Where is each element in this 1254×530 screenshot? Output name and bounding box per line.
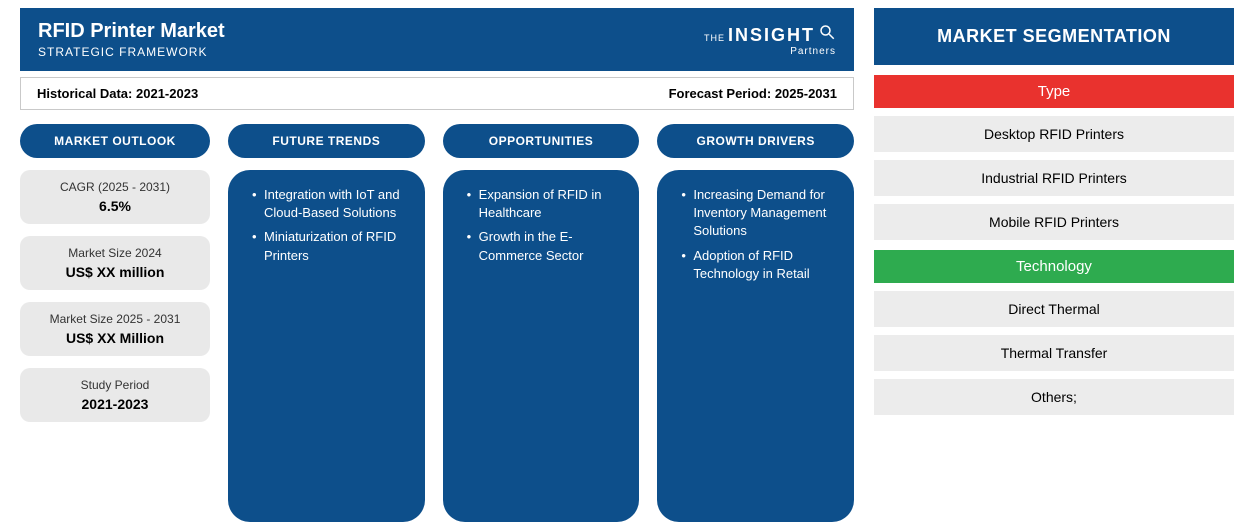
stat-value: US$ XX million bbox=[26, 264, 204, 280]
growth-drivers-heading: GROWTH DRIVERS bbox=[657, 124, 854, 158]
header-text: RFID Printer Market STRATEGIC FRAMEWORK bbox=[38, 20, 225, 59]
opportunities-card: Expansion of RFID in Healthcare Growth i… bbox=[443, 170, 640, 522]
page-title: RFID Printer Market bbox=[38, 20, 225, 43]
future-trends-column: FUTURE TRENDS Integration with IoT and C… bbox=[228, 124, 425, 522]
list-item: Integration with IoT and Cloud-Based Sol… bbox=[252, 186, 405, 222]
opportunities-heading: OPPORTUNITIES bbox=[443, 124, 640, 158]
segmentation-heading: MARKET SEGMENTATION bbox=[874, 8, 1234, 65]
growth-drivers-column: GROWTH DRIVERS Increasing Demand for Inv… bbox=[657, 124, 854, 522]
segmentation-item: Direct Thermal bbox=[874, 291, 1234, 327]
stat-value: 6.5% bbox=[26, 198, 204, 214]
stat-label: Market Size 2024 bbox=[26, 246, 204, 260]
stat-value: US$ XX Million bbox=[26, 330, 204, 346]
stat-label: CAGR (2025 - 2031) bbox=[26, 180, 204, 194]
forecast-value: 2025-2031 bbox=[775, 86, 837, 101]
logo-the: THE bbox=[704, 33, 725, 43]
stat-label: Market Size 2025 - 2031 bbox=[26, 312, 204, 326]
stat-box: CAGR (2025 - 2031) 6.5% bbox=[20, 170, 210, 224]
brand-logo: THE INSIGHT Partners bbox=[704, 23, 836, 57]
logo-partners: Partners bbox=[704, 46, 836, 57]
list-item: Adoption of RFID Technology in Retail bbox=[681, 247, 834, 283]
segmentation-item: Desktop RFID Printers bbox=[874, 116, 1234, 152]
stat-box: Market Size 2025 - 2031 US$ XX Million bbox=[20, 302, 210, 356]
segmentation-item: Thermal Transfer bbox=[874, 335, 1234, 371]
future-trends-heading: FUTURE TRENDS bbox=[228, 124, 425, 158]
list-item: Growth in the E-Commerce Sector bbox=[467, 228, 620, 264]
historical-period: Historical Data: 2021-2023 bbox=[37, 86, 198, 101]
segmentation-panel: MARKET SEGMENTATION Type Desktop RFID Pr… bbox=[874, 8, 1234, 522]
growth-drivers-card: Increasing Demand for Inventory Manageme… bbox=[657, 170, 854, 522]
stat-label: Study Period bbox=[26, 378, 204, 392]
forecast-period: Forecast Period: 2025-2031 bbox=[669, 86, 837, 101]
stat-box: Study Period 2021-2023 bbox=[20, 368, 210, 422]
segmentation-category-technology: Technology bbox=[874, 250, 1234, 283]
segmentation-category-type: Type bbox=[874, 75, 1234, 108]
stat-value: 2021-2023 bbox=[26, 396, 204, 412]
cards-row: MARKET OUTLOOK CAGR (2025 - 2031) 6.5% M… bbox=[20, 124, 854, 522]
stat-box: Market Size 2024 US$ XX million bbox=[20, 236, 210, 290]
market-outlook-heading: MARKET OUTLOOK bbox=[20, 124, 210, 158]
list-item: Expansion of RFID in Healthcare bbox=[467, 186, 620, 222]
forecast-label: Forecast Period: bbox=[669, 86, 772, 101]
period-bar: Historical Data: 2021-2023 Forecast Peri… bbox=[20, 77, 854, 110]
logo-insight: INSIGHT bbox=[728, 25, 815, 46]
segmentation-item: Mobile RFID Printers bbox=[874, 204, 1234, 240]
segmentation-item: Others; bbox=[874, 379, 1234, 415]
page-subtitle: STRATEGIC FRAMEWORK bbox=[38, 45, 225, 59]
historical-value: 2021-2023 bbox=[136, 86, 198, 101]
historical-label: Historical Data: bbox=[37, 86, 132, 101]
header-bar: RFID Printer Market STRATEGIC FRAMEWORK … bbox=[20, 8, 854, 71]
logo-text: THE INSIGHT Partners bbox=[704, 23, 836, 57]
future-trends-card: Integration with IoT and Cloud-Based Sol… bbox=[228, 170, 425, 522]
market-outlook-column: MARKET OUTLOOK CAGR (2025 - 2031) 6.5% M… bbox=[20, 124, 210, 522]
list-item: Increasing Demand for Inventory Manageme… bbox=[681, 186, 834, 241]
segmentation-item: Industrial RFID Printers bbox=[874, 160, 1234, 196]
magnify-icon bbox=[818, 23, 836, 41]
left-panel: RFID Printer Market STRATEGIC FRAMEWORK … bbox=[20, 8, 854, 522]
opportunities-column: OPPORTUNITIES Expansion of RFID in Healt… bbox=[443, 124, 640, 522]
list-item: Miniaturization of RFID Printers bbox=[252, 228, 405, 264]
